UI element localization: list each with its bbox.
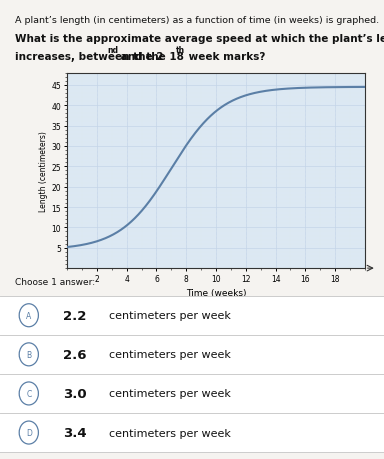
Text: centimeters per week: centimeters per week (109, 350, 231, 359)
Text: centimeters per week: centimeters per week (109, 428, 231, 437)
Text: 2.2: 2.2 (63, 309, 87, 322)
Text: increases, between the 2: increases, between the 2 (15, 52, 164, 62)
Y-axis label: Length (centimeters): Length (centimeters) (40, 131, 48, 211)
Text: C: C (26, 389, 31, 398)
Text: What is the approximate average speed at which the plant’s length: What is the approximate average speed at… (15, 34, 384, 45)
Text: centimeters per week: centimeters per week (109, 311, 231, 320)
Text: th: th (176, 46, 185, 56)
Text: week marks?: week marks? (185, 52, 265, 62)
Text: 3.4: 3.4 (63, 426, 87, 439)
Text: 2.6: 2.6 (63, 348, 87, 361)
Text: D: D (26, 428, 32, 437)
X-axis label: Time (weeks): Time (weeks) (186, 288, 246, 297)
Text: 3.0: 3.0 (63, 387, 87, 400)
Text: Choose 1 answer:: Choose 1 answer: (15, 278, 96, 287)
Text: A plant’s length (in centimeters) as a function of time (in weeks) is graphed.: A plant’s length (in centimeters) as a f… (15, 16, 379, 25)
Text: A: A (26, 311, 31, 320)
Text: nd: nd (107, 46, 118, 56)
Text: and the 18: and the 18 (117, 52, 184, 62)
Text: centimeters per week: centimeters per week (109, 389, 231, 398)
Text: B: B (26, 350, 31, 359)
